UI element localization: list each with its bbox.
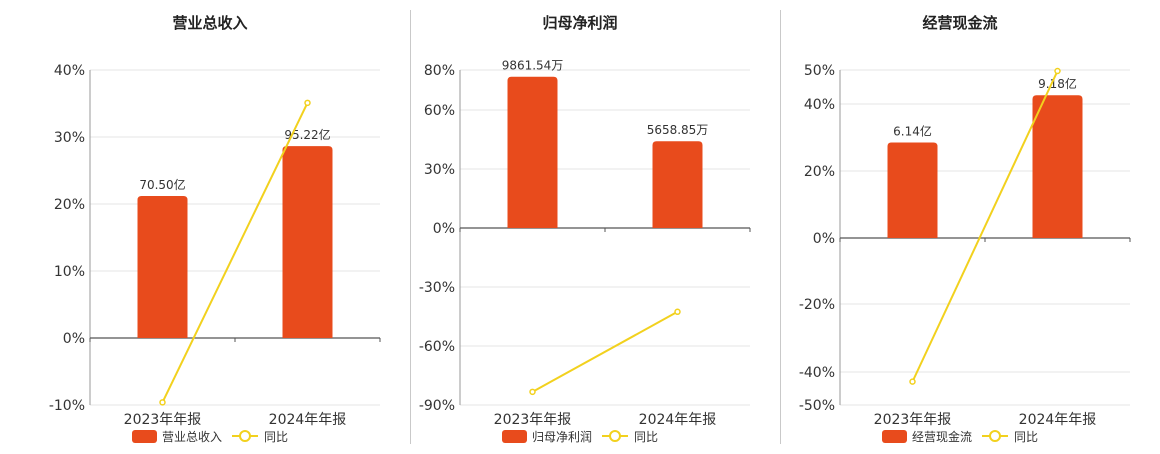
y-tick-label: 40% xyxy=(54,63,85,79)
y-tick-label: 30% xyxy=(54,130,85,146)
y-tick-label: 80% xyxy=(424,63,455,79)
x-tick-label: 2024年年报 xyxy=(1019,412,1097,428)
y-tick-label: -30% xyxy=(419,280,455,296)
bar xyxy=(507,76,558,228)
x-tick-label: 2023年年报 xyxy=(874,412,952,428)
bar-value-label: 6.14亿 xyxy=(893,123,932,138)
y-tick-label: -60% xyxy=(419,339,455,355)
bar-value-label: 70.50亿 xyxy=(139,177,185,192)
bar-value-label: 95.22亿 xyxy=(284,127,330,142)
legend-line-marker xyxy=(989,430,1001,442)
yoy-line xyxy=(532,310,678,393)
legend-line-marker xyxy=(239,430,251,442)
bar-value-label: 9.18亿 xyxy=(1038,76,1077,91)
chart-title: 归母净利润 xyxy=(542,14,617,32)
y-tick-label: 30% xyxy=(424,162,455,178)
x-tick-label: 2024年年报 xyxy=(269,412,347,428)
yoy-point xyxy=(529,388,536,396)
y-tick-label: -40% xyxy=(799,365,835,381)
bar xyxy=(282,146,333,338)
y-tick-label: 20% xyxy=(804,164,835,180)
yoy-point xyxy=(674,308,681,316)
bar-value-label: 5658.85万 xyxy=(647,123,709,137)
legend-line-label: 同比 xyxy=(264,430,288,444)
chart-title: 经营现金流 xyxy=(922,14,997,32)
yoy-point xyxy=(909,378,916,385)
yoy-point xyxy=(1054,67,1061,75)
y-tick-label: 0% xyxy=(63,331,85,347)
x-tick-label: 2024年年报 xyxy=(639,412,717,428)
legend-bar-swatch xyxy=(882,430,907,443)
x-tick-label: 2023年年报 xyxy=(494,412,572,428)
legend-line-label: 同比 xyxy=(634,430,658,444)
y-tick-label: 10% xyxy=(54,264,85,280)
legend-line-label: 同比 xyxy=(1014,430,1038,444)
y-tick-label: 0% xyxy=(433,221,455,237)
bar xyxy=(137,195,188,338)
panel-divider xyxy=(410,10,411,444)
yoy-line xyxy=(911,70,1059,383)
y-tick-label: 0% xyxy=(813,231,835,247)
y-tick-label: 20% xyxy=(54,197,85,213)
y-tick-label: 40% xyxy=(804,97,835,113)
bar xyxy=(652,141,703,228)
yoy-line xyxy=(161,102,309,403)
legend-bar-label: 营业总收入 xyxy=(162,430,222,444)
bar-value-label: 9861.54万 xyxy=(502,59,564,73)
legend-bar-label: 经营现金流 xyxy=(912,429,972,444)
bar xyxy=(1032,95,1083,238)
yoy-point xyxy=(159,399,166,406)
chart-title: 营业总收入 xyxy=(172,14,247,32)
y-tick-label: -90% xyxy=(419,398,455,414)
y-tick-label: 50% xyxy=(804,63,835,79)
legend-bar-swatch xyxy=(132,430,157,443)
legend-bar-label: 归母净利润 xyxy=(532,430,592,444)
bar xyxy=(887,142,938,238)
x-tick-label: 2023年年报 xyxy=(124,412,202,428)
yoy-point xyxy=(304,99,311,107)
panel-divider xyxy=(780,10,781,444)
y-tick-label: -20% xyxy=(799,297,835,313)
legend-bar-swatch xyxy=(502,430,527,443)
y-tick-label: -50% xyxy=(799,398,835,414)
y-tick-label: 60% xyxy=(424,103,455,119)
legend-line-marker xyxy=(609,430,621,442)
y-tick-label: -10% xyxy=(49,398,85,414)
